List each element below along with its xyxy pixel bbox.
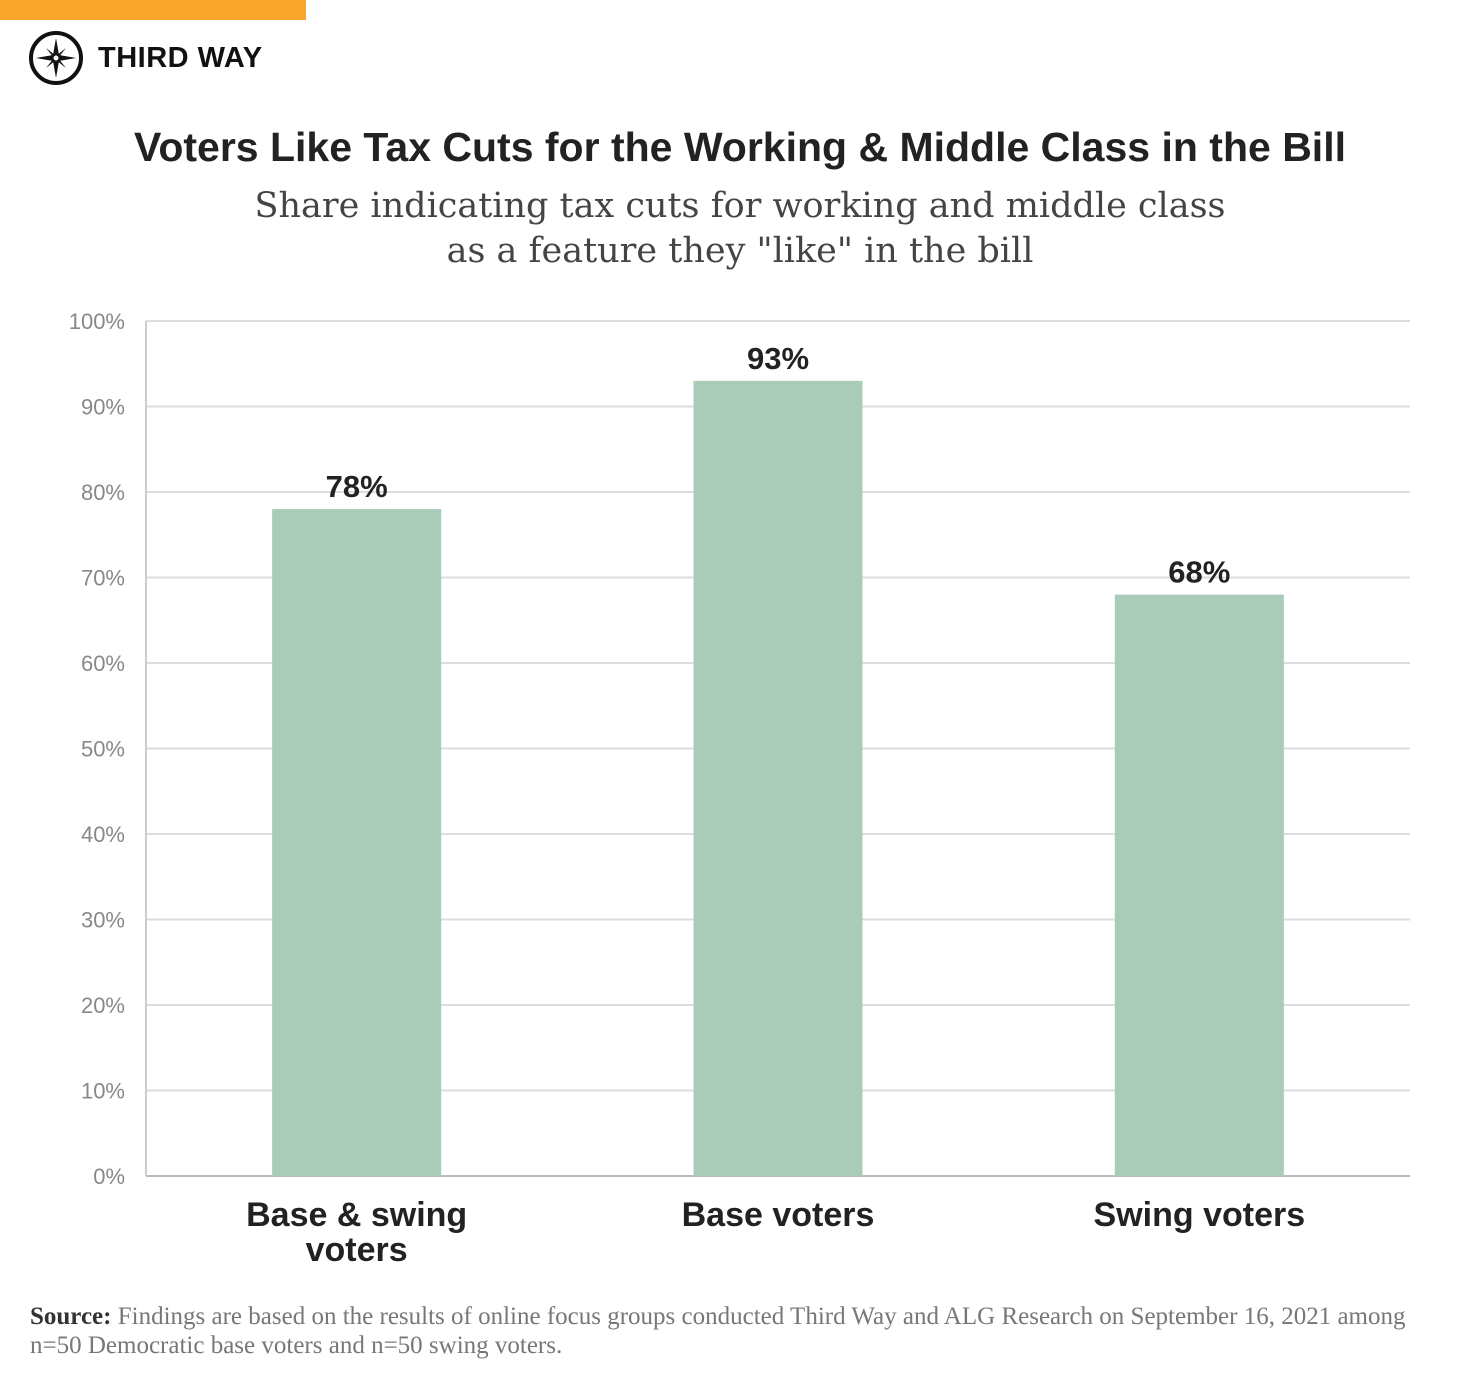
y-tick-label: 80% [81,480,125,505]
source-text: Findings are based on the results of onl… [30,1303,1406,1359]
x-tick-label: Base voters [682,1196,875,1234]
y-tick-label: 70% [81,566,125,591]
data-label: 78% [326,469,388,504]
y-tick-label: 60% [81,651,125,676]
y-tick-label: 10% [81,1079,125,1104]
data-label: 93% [747,341,809,376]
y-tick-label: 0% [93,1164,125,1189]
y-tick-label: 90% [81,395,125,420]
x-tick-label: Base & swing [246,1196,467,1234]
accent-bar [0,0,306,20]
y-tick-label: 50% [81,737,125,762]
y-tick-label: 30% [81,908,125,933]
subtitle-line: Share indicating tax cuts for working an… [254,186,1226,226]
data-label: 68% [1168,555,1230,590]
subtitle-line: as a feature they "like" in the bill [446,231,1034,271]
y-tick-label: 40% [81,822,125,847]
x-tick-label: voters [306,1231,408,1269]
logo-text: THIRD WAY [98,41,263,74]
y-tick-label: 100% [69,309,125,334]
x-tick-label: Swing voters [1094,1196,1306,1234]
bar [1114,594,1284,1176]
logo: THIRD WAY [28,30,263,86]
chart-title: Voters Like Tax Cuts for the Working & M… [134,124,1346,170]
bar [272,509,442,1177]
chart-subtitle: Share indicating tax cuts for working an… [0,184,1480,274]
source-label: Source: [30,1303,112,1330]
source-note: Source: Findings are based on the result… [30,1302,1450,1360]
y-tick-label: 20% [81,993,125,1018]
compass-icon [29,31,83,85]
bar [693,380,863,1177]
